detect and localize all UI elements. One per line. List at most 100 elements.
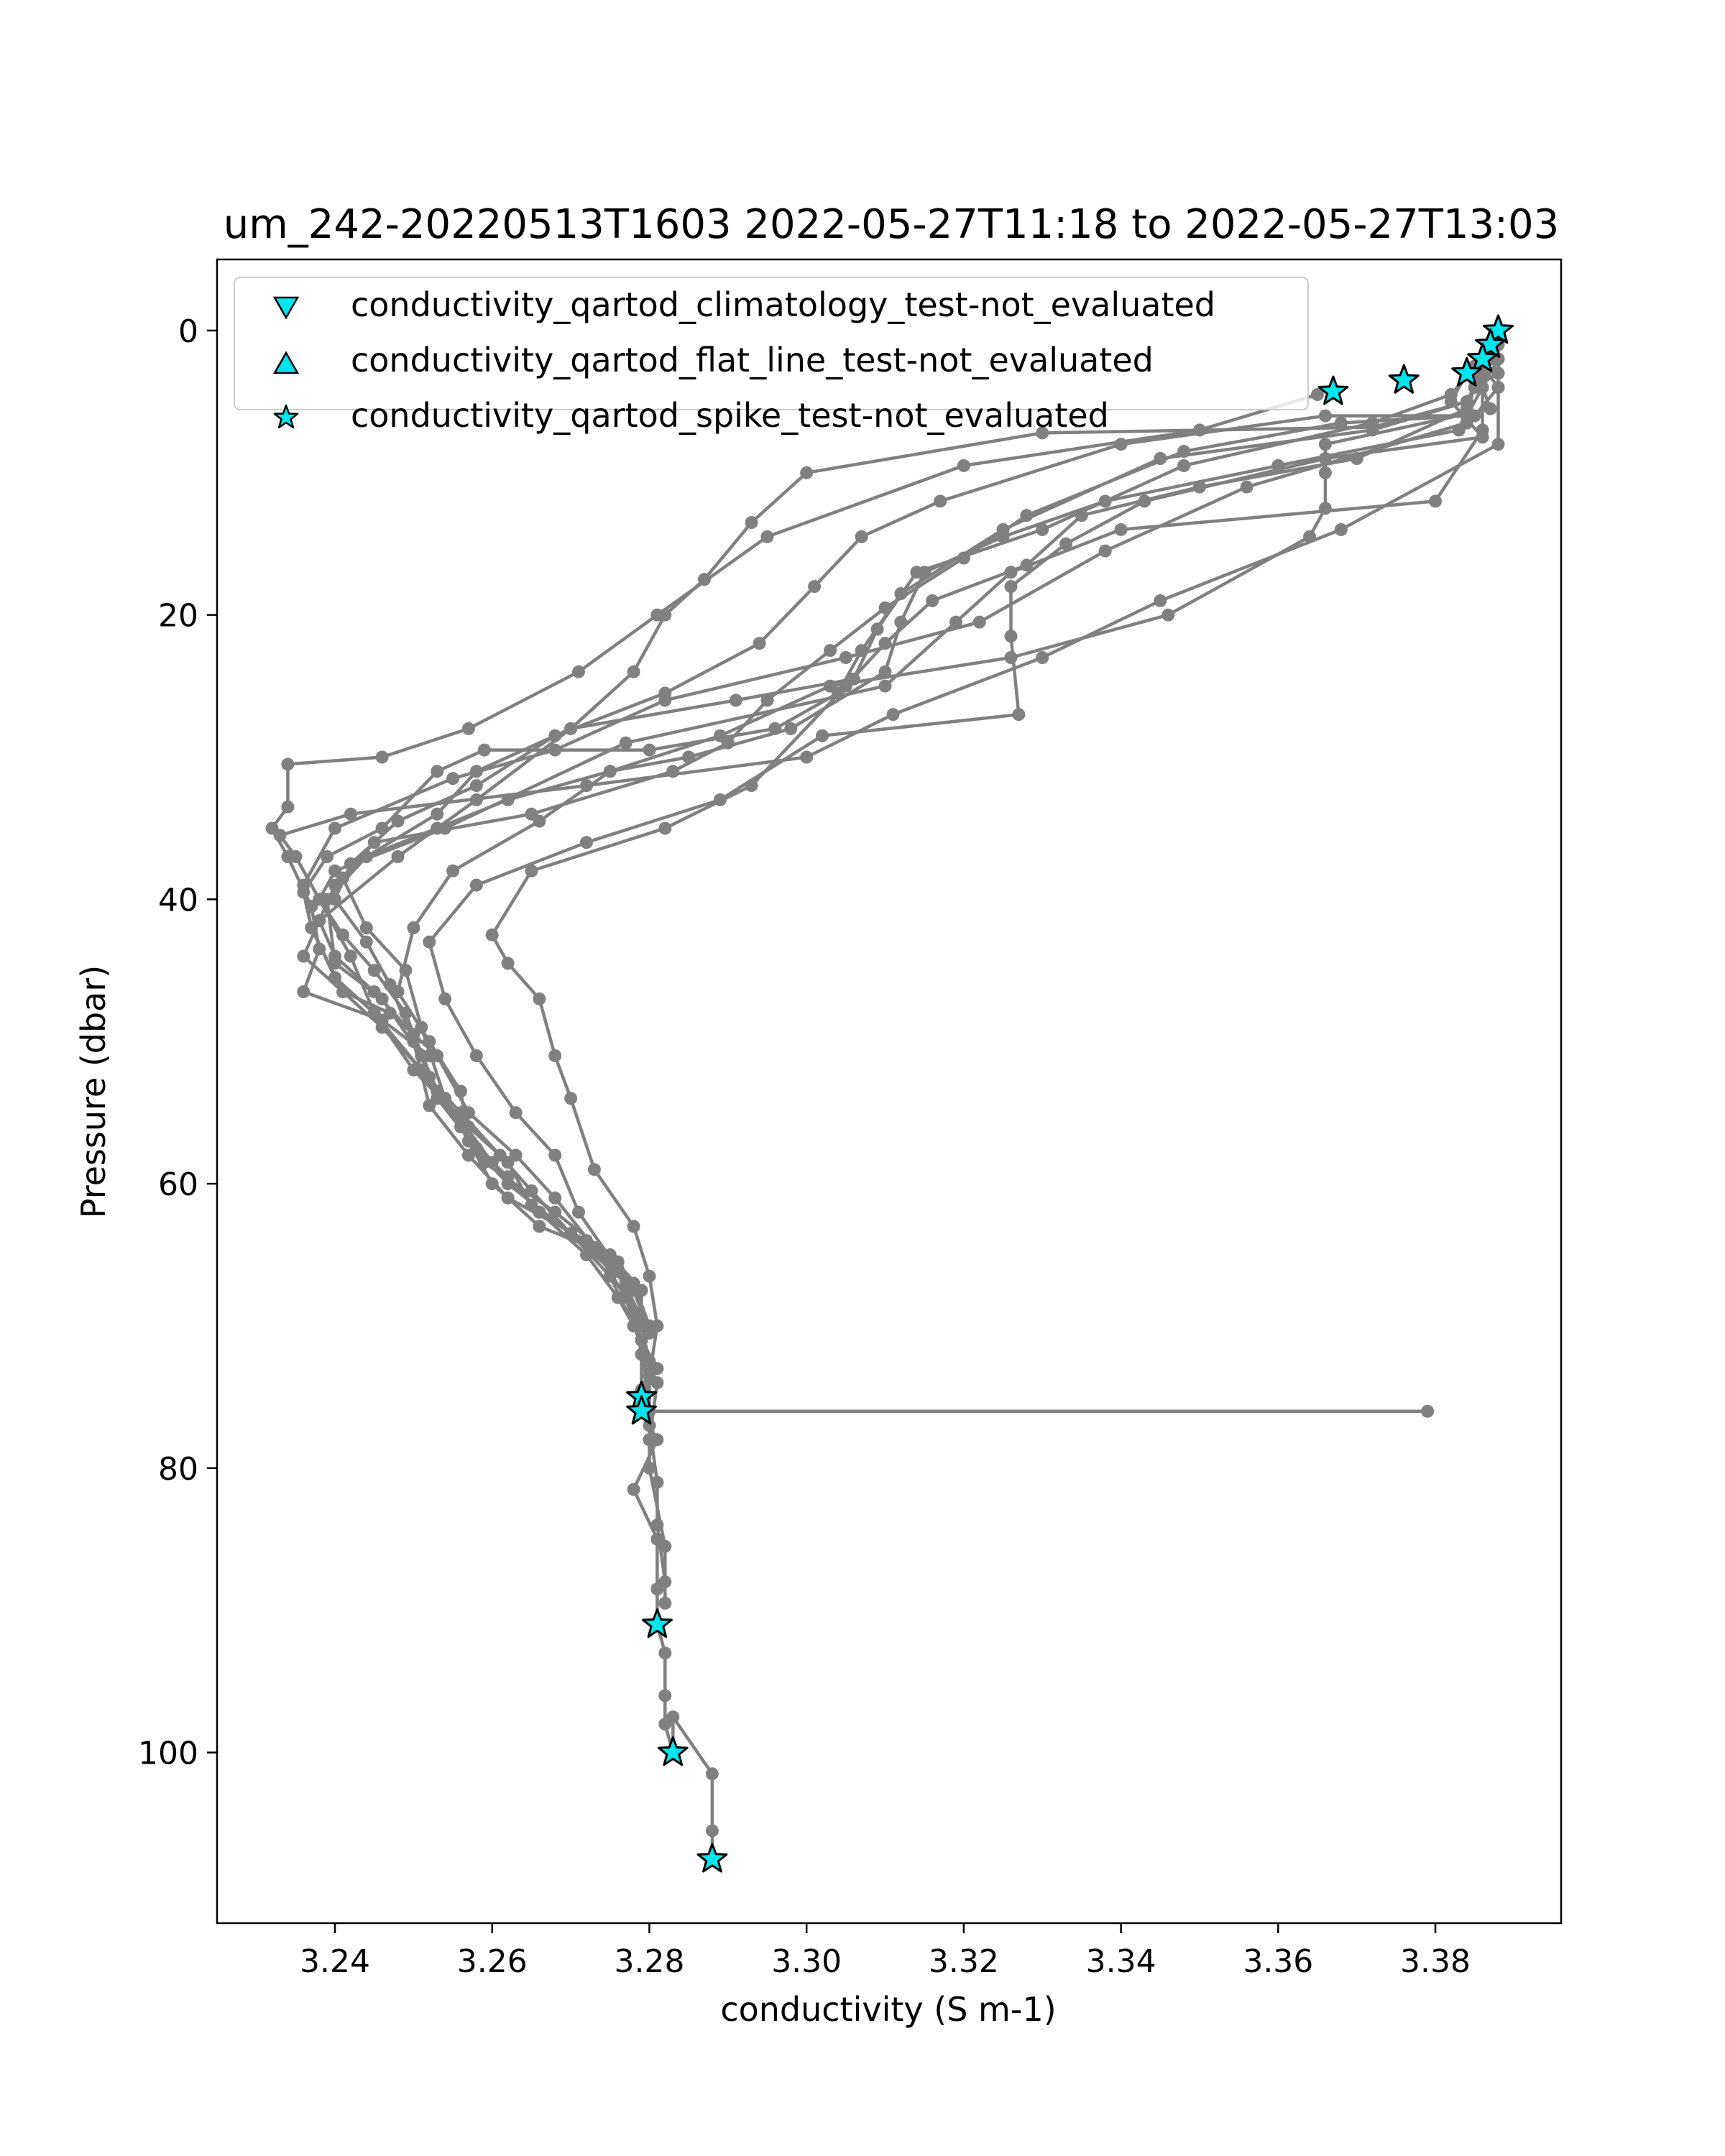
data-point <box>1036 651 1049 664</box>
data-point <box>1491 438 1505 451</box>
data-point <box>650 1475 664 1489</box>
data-point <box>1318 502 1332 515</box>
y-axis: 0 20 40 60 80 100 <box>138 313 217 1772</box>
data-point <box>1491 381 1505 395</box>
data-point <box>643 1419 656 1432</box>
data-point <box>391 814 405 828</box>
spike-test-star-marker <box>1475 328 1506 359</box>
data-point <box>1004 566 1018 579</box>
data-point <box>1334 416 1348 430</box>
star-icon <box>273 404 299 429</box>
data-point <box>1311 388 1324 401</box>
data-point <box>760 694 774 707</box>
data-point <box>1075 509 1088 522</box>
legend-label: conductivity_qartod_flat_line_test-not_e… <box>351 341 1154 379</box>
data-point <box>446 772 460 786</box>
data-point <box>1177 445 1191 459</box>
data-point <box>328 821 341 835</box>
chart-title: um_242-20220513T1603 2022-05-27T11:18 to… <box>224 201 1560 248</box>
y-tick-label: 100 <box>138 1736 198 1772</box>
data-point <box>344 857 357 870</box>
plot-frame <box>216 258 1563 1925</box>
data-point <box>321 850 334 863</box>
data-point <box>485 1177 499 1191</box>
data-point <box>760 530 774 543</box>
legend-label: conductivity_qartod_spike_test-not_evalu… <box>351 396 1109 435</box>
data-point <box>886 708 900 722</box>
data-point <box>438 821 452 835</box>
data-point <box>1020 509 1034 522</box>
spike-test-star-marker <box>641 1608 673 1638</box>
data-point <box>281 800 295 814</box>
data-point <box>1468 409 1481 423</box>
data-point <box>438 1092 452 1105</box>
data-point <box>658 1539 672 1553</box>
x-tick-label: 3.36 <box>1243 1943 1313 1980</box>
data-point <box>658 686 672 700</box>
data-point <box>831 686 845 700</box>
data-point <box>375 750 389 764</box>
data-point <box>705 1767 719 1781</box>
data-point <box>894 587 908 600</box>
data-point <box>996 522 1010 536</box>
data-point <box>580 836 593 849</box>
data-point <box>454 1084 467 1098</box>
data-point <box>1098 544 1112 558</box>
data-point <box>485 928 499 941</box>
data-point <box>1240 480 1254 494</box>
data-point <box>297 885 310 899</box>
data-point <box>1421 1404 1435 1418</box>
y-axis-label: Pressure (dbar) <box>74 965 113 1218</box>
legend-entry-spike: conductivity_qartod_spike_test-not_evalu… <box>273 396 1109 435</box>
data-point <box>949 615 962 629</box>
data-point <box>344 807 357 821</box>
data-point <box>1177 459 1191 472</box>
data-point <box>344 949 357 963</box>
data-point <box>627 1220 640 1233</box>
data-point <box>878 665 892 678</box>
data-point <box>461 722 475 735</box>
data-point <box>910 566 924 579</box>
data-point <box>564 1092 578 1105</box>
data-point <box>1476 423 1489 437</box>
x-tick-label: 3.26 <box>457 1943 528 1980</box>
x-tick-label: 3.38 <box>1400 1943 1471 1980</box>
spike-test-star-marker <box>1317 375 1349 405</box>
data-point <box>469 765 483 778</box>
data-point <box>808 580 822 594</box>
data-point <box>650 1376 664 1390</box>
data-point <box>1193 423 1206 437</box>
data-point <box>957 459 970 472</box>
data-point <box>548 743 562 757</box>
data-point <box>423 1049 436 1062</box>
data-point <box>1460 395 1473 408</box>
legend-label: conductivity_qartod_climatology_test-not… <box>351 285 1215 324</box>
data-point <box>564 1227 578 1240</box>
data-point <box>1012 708 1026 722</box>
data-point <box>972 615 986 629</box>
data-point <box>580 1248 593 1261</box>
legend: conductivity_qartod_climatology_test-not… <box>234 277 1309 435</box>
data-point <box>894 615 908 629</box>
data-point <box>658 1596 672 1610</box>
data-point <box>1036 426 1049 440</box>
spike-test-markers <box>626 314 1514 1873</box>
data-point <box>501 1170 515 1184</box>
data-point <box>375 821 389 835</box>
data-point <box>650 1362 664 1376</box>
spike-test-star-marker <box>1451 356 1483 387</box>
data-point <box>1484 402 1497 415</box>
data-point <box>431 807 444 821</box>
plot-area <box>265 314 1514 1873</box>
data-point <box>635 1348 648 1361</box>
data-point <box>768 722 782 735</box>
data-point <box>957 551 970 565</box>
data-point <box>391 850 405 863</box>
data-point <box>784 722 798 735</box>
data-point <box>423 935 436 949</box>
x-tick-label: 3.34 <box>1086 1943 1156 1980</box>
data-point <box>572 665 585 678</box>
data-point <box>1193 480 1206 494</box>
data-point <box>745 516 758 529</box>
